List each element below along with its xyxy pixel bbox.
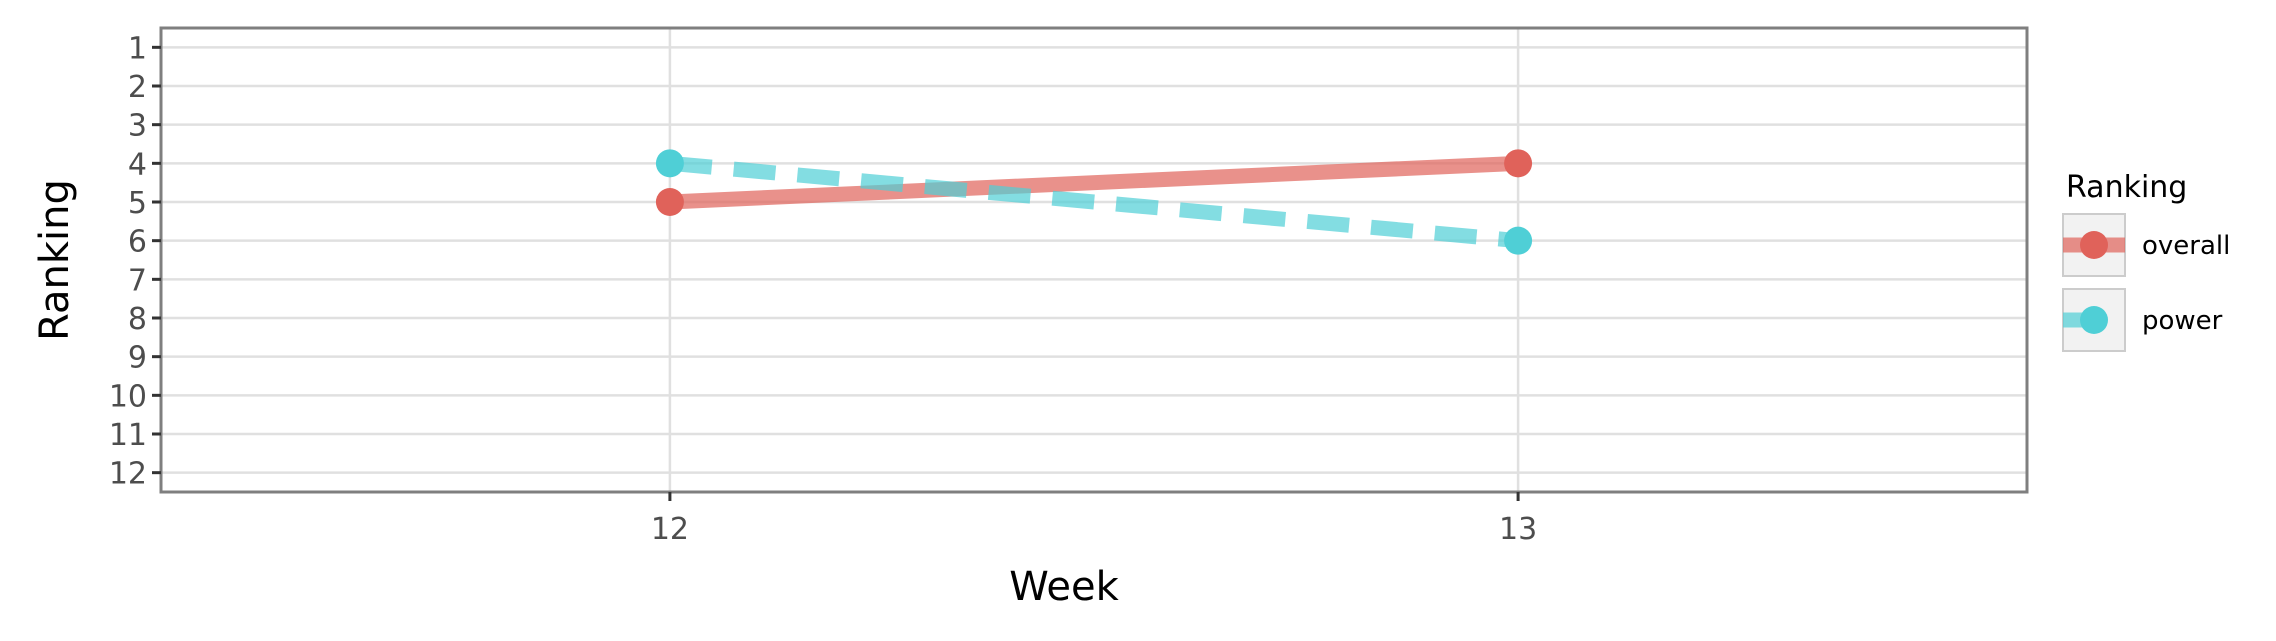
- x-axis: 12 13: [651, 492, 1537, 547]
- y-tick-label: 12: [109, 457, 147, 492]
- y-tick-label: 11: [109, 418, 147, 453]
- series-point-power: [1504, 226, 1533, 255]
- series-point-power: [655, 149, 684, 178]
- y-tick-label: 10: [109, 379, 147, 414]
- series-point-overall: [1504, 149, 1533, 178]
- y-axis-title: Ranking: [32, 179, 78, 341]
- y-tick-label: 5: [128, 186, 147, 221]
- legend-label-overall: overall: [2142, 231, 2230, 261]
- y-tick-label: 3: [128, 109, 147, 144]
- series-point-overall: [655, 188, 684, 216]
- legend-key-marker: [2080, 306, 2108, 334]
- x-tick-label: 13: [1499, 512, 1537, 547]
- series-group: [655, 149, 1533, 255]
- y-tick-label: 7: [128, 263, 147, 298]
- x-axis-title: Week: [1009, 564, 1119, 610]
- y-tick-label: 2: [128, 70, 147, 105]
- legend: Ranking overall power: [2062, 170, 2230, 352]
- gridlines: [161, 28, 2027, 492]
- y-tick-label: 1: [128, 31, 147, 66]
- legend-key-marker: [2080, 231, 2108, 259]
- x-tick-label: 12: [651, 512, 689, 547]
- plot-panel-border: [159, 26, 2029, 494]
- legend-title: Ranking: [2066, 170, 2187, 205]
- series-line-overall: [669, 155, 1519, 210]
- legend-label-power: power: [2142, 306, 2223, 336]
- y-tick-label: 9: [128, 341, 147, 376]
- series-line-power: [669, 155, 1519, 249]
- y-tick-label: 4: [128, 147, 147, 182]
- y-tick-label: 8: [128, 302, 147, 337]
- y-tick-label: 6: [128, 225, 147, 260]
